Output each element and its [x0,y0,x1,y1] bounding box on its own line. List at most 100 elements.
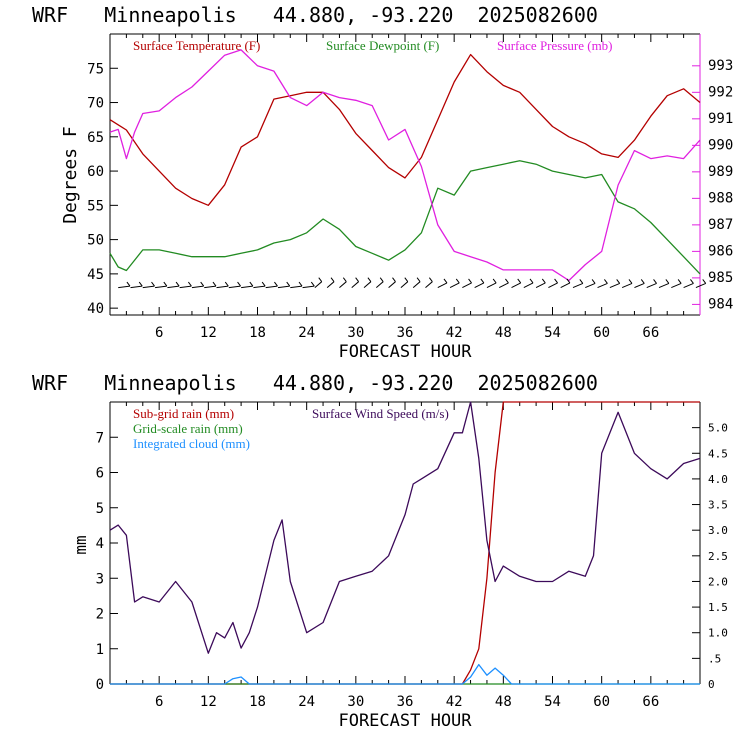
y-tick-label: 70 [87,96,104,112]
wind-barb [621,282,633,289]
y-tick-label: 0 [96,677,104,693]
wind-barb-flag [591,279,596,284]
wind-barb-flag [455,278,460,284]
y2-tick-label: 3.0 [708,524,728,537]
wind-barb-flag [274,281,278,287]
wind-barb [449,282,460,289]
wind-barb-flag [690,279,694,284]
series-line-integrated-cloud-mm [110,663,700,685]
wind-barb [314,281,323,288]
y-tick-label: 7 [96,430,104,446]
wind-barb-flag [653,279,657,284]
top-chart-plot [109,49,707,289]
wind-barb-flag [468,278,472,284]
wind-barb [671,282,682,289]
wind-barb-flag [665,279,670,284]
y2-tick-label: 985 [708,270,733,286]
wind-barb [400,281,409,288]
x-tick-label: 60 [593,694,610,710]
y2-tick-label: 1.5 [708,601,728,614]
wind-barb-flag [175,281,180,287]
bottom-x-axis-label: FORECAST HOUR [338,711,472,731]
wind-barb [302,285,315,289]
wind-barb [572,282,584,289]
wind-barb-flag [318,277,323,282]
wind-barb-flag [138,281,143,287]
x-tick-label: 54 [544,694,561,710]
wind-barb [462,282,472,289]
wind-barb [363,281,372,288]
x-tick-label: 18 [249,325,266,341]
x-tick-label: 60 [593,325,610,341]
wind-barb-flag [566,278,571,284]
y2-tick-label: 3.5 [708,499,728,512]
legend-grid-scale-rain: Grid-scale rain (mm) [133,421,243,436]
y2-tick-label: 993 [708,58,733,74]
y2-tick-label: 1.0 [708,627,728,640]
series-line-surface-temperature-f [109,53,701,206]
bottom-y-axis-label: mm [71,535,90,554]
wind-barb-flag [505,278,509,284]
bottom-chart-plot [109,401,701,685]
x-tick-label: 36 [397,694,414,710]
y-tick-label: 4 [96,536,104,552]
wind-barb [265,285,278,289]
wind-barb-flag [416,277,421,282]
y-tick-label: 65 [87,130,104,146]
wind-barb [597,282,608,289]
wind-barb-flag [640,279,645,284]
wind-barb-flag [443,278,448,284]
wind-barb [118,285,130,289]
x-tick-label: 6 [155,325,163,341]
x-tick-label: 30 [347,325,364,341]
wind-barb [351,281,359,288]
wind-barb-flag [428,277,433,282]
wind-barb-flag [492,278,497,284]
wind-barb [130,285,143,289]
wind-barb [609,282,620,289]
wind-barb-flag [529,278,534,284]
y2-tick-label: 984 [708,296,733,312]
wind-barb-flag [616,279,621,284]
y2-tick-label: .5 [708,652,721,665]
y2-tick-label: 991 [708,111,733,127]
top-chart-title: WRF Minneapolis 44.880, -93.220 20250826… [32,3,598,27]
legend-integrated-cloud: Integrated cloud (mm) [133,436,250,451]
wind-barb-flag [603,279,608,284]
y-tick-label: 75 [87,61,104,77]
legend-surface-dewpoint: Surface Dewpoint (F) [326,38,439,53]
wind-barb [511,282,521,289]
wind-barb-flag [517,278,522,284]
legend-surface-temperature: Surface Temperature (F) [133,38,260,53]
y-tick-label: 2 [96,607,104,623]
y-tick-label: 45 [87,267,104,283]
wind-barb [326,281,335,288]
legend-surface-pressure: Surface Pressure (mb) [497,38,613,53]
x-tick-label: 48 [495,325,512,341]
x-tick-label: 6 [155,694,163,710]
x-tick-label: 48 [495,694,512,710]
wind-barb-flag [541,278,546,284]
y2-tick-label: 5.0 [708,422,728,435]
wind-barb-flag [310,281,315,287]
y-tick-label: 55 [87,198,104,214]
y2-tick-label: 989 [708,164,733,180]
y-tick-label: 5 [96,501,104,517]
y-tick-label: 60 [87,164,104,180]
y-tick-label: 6 [96,466,104,482]
wind-barb-flag [628,279,633,284]
y2-tick-label: 2.0 [708,575,728,588]
x-tick-label: 66 [642,325,659,341]
wind-barb [412,281,421,288]
wind-barb [425,281,433,288]
wind-barb-flag [480,278,485,284]
x-tick-label: 18 [249,694,266,710]
y2-tick-label: 986 [708,243,733,259]
wind-barb-flag [237,281,241,287]
wind-barb-flag [249,281,254,287]
wind-barb [634,282,645,289]
wind-barb [204,285,217,289]
series-line-surface-wind-speed-m-s [109,401,701,654]
wind-barb-flag [404,277,409,282]
wind-barb [658,282,670,289]
